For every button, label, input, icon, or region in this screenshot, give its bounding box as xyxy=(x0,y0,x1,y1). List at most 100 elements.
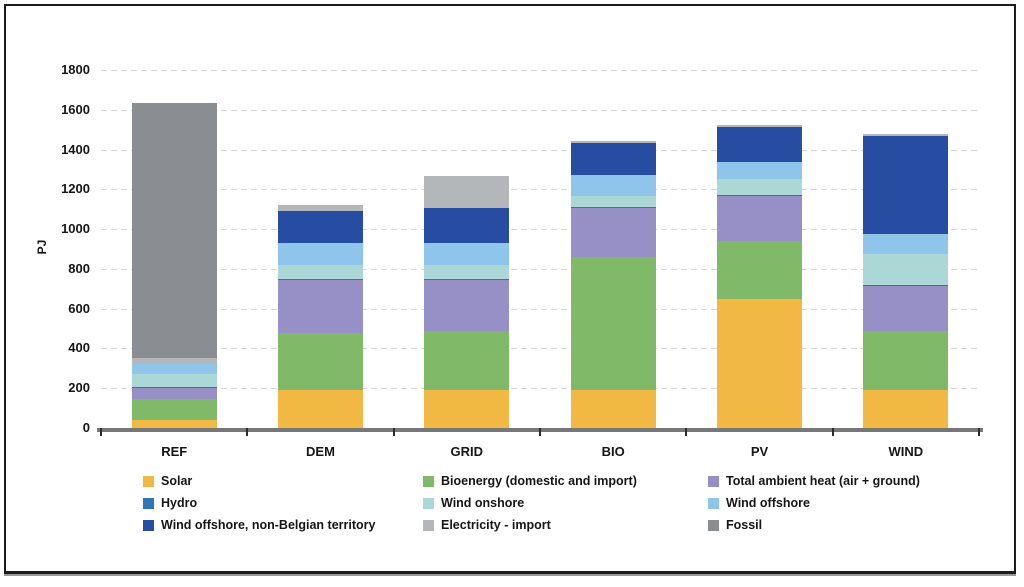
legend-swatch-icon xyxy=(143,497,154,509)
x-axis-tick xyxy=(831,428,834,436)
legend-item: Electricity - import xyxy=(423,514,637,536)
legend-item: Wind onshore xyxy=(423,492,637,514)
bar-segment xyxy=(278,278,363,280)
gridline-y-1200 xyxy=(101,189,979,191)
bar-segment xyxy=(131,420,217,428)
bar-WIND xyxy=(863,70,949,428)
bar-segment xyxy=(424,279,510,331)
y-tick-label-600: 600 xyxy=(68,300,90,316)
y-tick-label-1800: 1800 xyxy=(61,62,90,77)
bar-segment xyxy=(278,264,363,279)
legend-label: Total ambient heat (air + ground) xyxy=(726,474,920,488)
legend-label: Bioenergy (domestic and import) xyxy=(441,474,637,488)
bar-GRID xyxy=(424,70,510,428)
gridline-y-1800 xyxy=(101,70,979,71)
legend-swatch-icon xyxy=(423,475,434,487)
bar-segment xyxy=(570,140,656,143)
bar-segment xyxy=(131,364,217,375)
y-tick-label-0: 0 xyxy=(82,420,90,435)
legend-label: Solar xyxy=(161,474,193,488)
bar-segment xyxy=(863,330,949,391)
legend-label: Wind offshore, non-Belgian territory xyxy=(161,518,376,532)
bar-segment xyxy=(131,387,217,389)
bar-segment xyxy=(278,205,363,212)
bar-segment xyxy=(863,133,949,136)
gridline-y-600 xyxy=(101,308,979,310)
bar-segment xyxy=(717,162,802,180)
bar-segment xyxy=(863,135,949,235)
bar-segment xyxy=(717,179,802,196)
bar-segment xyxy=(278,211,363,244)
legend-swatch-icon xyxy=(708,475,719,487)
bar-segment xyxy=(278,243,363,265)
bar-segment xyxy=(570,175,656,197)
legend-column: Bioenergy (domestic and import) Wind onsh… xyxy=(423,470,637,536)
y-tick-label-200: 200 xyxy=(68,380,90,396)
bar-segment xyxy=(278,279,363,333)
bar-segment xyxy=(570,207,656,209)
legend-swatch-icon xyxy=(143,475,154,487)
bar-segment xyxy=(717,195,802,197)
legend-item: Total ambient heat (air + ground) xyxy=(708,470,920,492)
bar-segment xyxy=(131,374,217,388)
legend-swatch-icon xyxy=(423,519,434,531)
bar-PV xyxy=(717,70,802,428)
legend-item: Bioenergy (domestic and import) xyxy=(423,470,637,492)
bar-segment xyxy=(570,196,656,208)
gridline-y-400 xyxy=(101,348,979,350)
legend-item: Wind offshore xyxy=(708,492,920,514)
legend-swatch-icon xyxy=(143,519,154,531)
bar-segment xyxy=(570,208,656,257)
legend-label: Wind onshore xyxy=(441,496,525,510)
bar-segment xyxy=(717,298,802,428)
y-tick-label-1200: 1200 xyxy=(61,181,90,197)
legend-swatch-icon xyxy=(708,519,719,531)
x-axis-tick xyxy=(392,428,395,436)
legend-label: Hydro xyxy=(161,496,198,510)
bar-BIO xyxy=(570,70,656,428)
bar-segment xyxy=(131,399,217,421)
bar-segment xyxy=(131,358,217,365)
legend-item: Solar xyxy=(143,470,375,492)
x-tick-label-WIND: WIND xyxy=(888,444,924,459)
gridline-y-200 xyxy=(101,388,979,390)
x-axis-tick xyxy=(100,428,102,436)
y-tick-label-1400: 1400 xyxy=(61,141,90,157)
x-tick-label-REF: REF xyxy=(161,444,188,459)
bar-segment xyxy=(278,390,363,428)
bar-segment xyxy=(131,102,217,359)
bar-segment xyxy=(717,241,802,299)
x-axis-tick xyxy=(246,428,249,436)
bar-segment xyxy=(424,390,510,428)
bar-segment xyxy=(424,278,510,280)
bar-segment xyxy=(278,332,363,391)
bar-segment xyxy=(424,243,510,265)
bar-segment xyxy=(863,234,949,254)
bar-segment xyxy=(570,390,656,428)
bar-REF xyxy=(131,70,217,428)
legend-label: Wind offshore xyxy=(726,496,810,510)
bar-segment xyxy=(424,264,510,279)
bar-segment xyxy=(424,330,510,391)
legend-item: Hydro xyxy=(143,492,375,514)
x-tick-label-DEM: DEM xyxy=(306,444,335,459)
bar-segment xyxy=(863,285,949,331)
bar-segment xyxy=(424,176,510,209)
bar-segment xyxy=(131,388,217,400)
bar-segment xyxy=(717,196,802,242)
legend-label: Electricity - import xyxy=(441,518,551,532)
bar-segment xyxy=(570,142,656,176)
legend-swatch-icon xyxy=(708,497,719,509)
bar-segment xyxy=(717,126,802,163)
x-tick-label-GRID: GRID xyxy=(450,444,484,459)
gridline-y-800 xyxy=(101,268,979,270)
bar-DEM xyxy=(278,70,363,428)
gridline-y-1000 xyxy=(101,229,979,231)
y-tick-label-800: 800 xyxy=(68,260,90,276)
y-tick-label-1000: 1000 xyxy=(61,221,90,237)
legend-label: Fossil xyxy=(726,518,763,532)
plot-area xyxy=(101,70,979,428)
bar-segment xyxy=(863,284,949,286)
x-tick-label-BIO: BIO xyxy=(601,444,625,459)
